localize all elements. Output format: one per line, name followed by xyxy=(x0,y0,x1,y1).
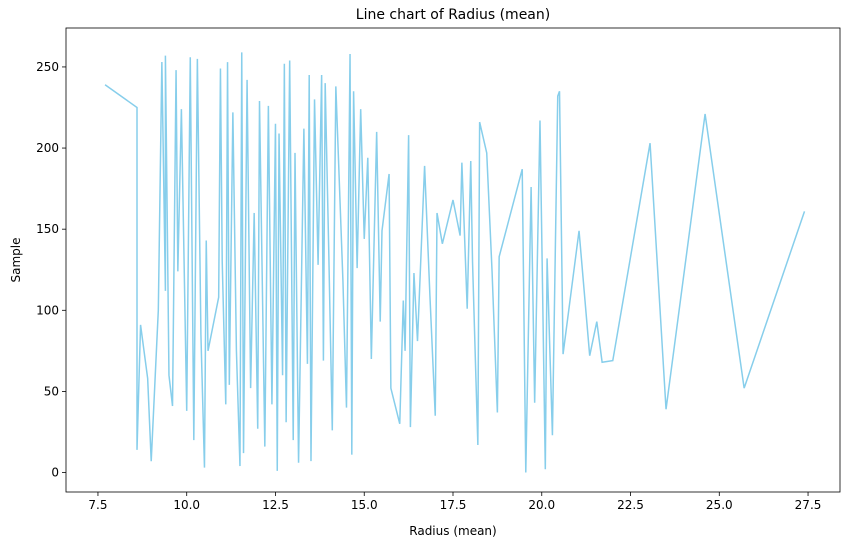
x-tick-label: 27.5 xyxy=(795,498,822,512)
axes-frame xyxy=(65,27,841,493)
x-tick-label: 7.5 xyxy=(88,498,107,512)
x-tick-label: 12.5 xyxy=(262,498,289,512)
y-tick-label: 100 xyxy=(36,303,59,317)
y-tick-label: 250 xyxy=(36,60,59,74)
chart-title: Line chart of Radius (mean) xyxy=(356,7,550,23)
data-line xyxy=(104,52,806,473)
y-tick-label: 50 xyxy=(44,384,59,398)
x-axis-label: Radius (mean) xyxy=(409,524,496,538)
y-tick-label: 150 xyxy=(36,222,59,236)
x-tick-label: 15.0 xyxy=(351,498,378,512)
y-axis-label: Sample xyxy=(9,238,23,283)
x-tick-label: 20.0 xyxy=(528,498,555,512)
y-tick-label: 0 xyxy=(51,466,59,480)
x-tick-label: 10.0 xyxy=(173,498,200,512)
x-tick-label: 22.5 xyxy=(617,498,644,512)
y-tick-label: 200 xyxy=(36,141,59,155)
x-tick-label: 25.0 xyxy=(706,498,733,512)
x-tick-label: 17.5 xyxy=(440,498,467,512)
